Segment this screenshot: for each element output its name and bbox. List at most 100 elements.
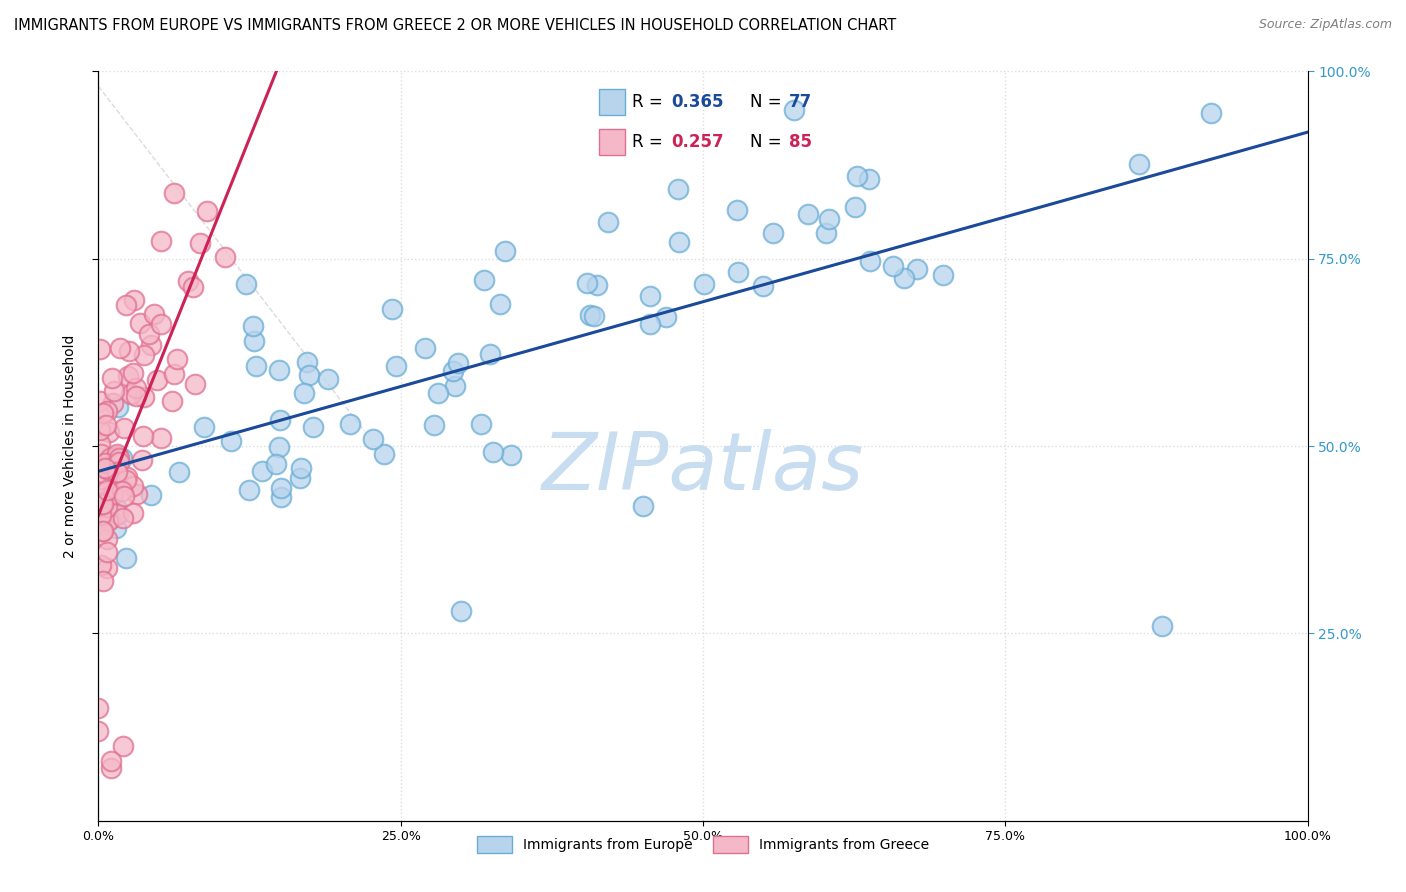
Point xyxy=(98,499,121,513)
Point xyxy=(640,318,662,332)
Point xyxy=(105,450,128,464)
Point xyxy=(450,604,472,618)
Text: Source: ZipAtlas.com: Source: ZipAtlas.com xyxy=(1258,18,1392,31)
Point xyxy=(167,466,190,480)
Point xyxy=(761,227,783,241)
Point xyxy=(115,551,138,566)
Point xyxy=(270,490,292,504)
Point xyxy=(482,444,505,458)
Point xyxy=(90,524,112,538)
Point xyxy=(89,436,111,450)
Point xyxy=(381,301,404,316)
Point xyxy=(105,521,128,535)
Point xyxy=(96,483,118,497)
Point xyxy=(115,470,138,484)
Point xyxy=(97,514,120,528)
Point xyxy=(190,235,212,250)
Point xyxy=(269,412,291,426)
Point xyxy=(108,341,131,355)
Point xyxy=(290,461,312,475)
Point xyxy=(105,465,128,479)
Point xyxy=(89,394,111,409)
Point xyxy=(245,359,267,373)
Point xyxy=(266,457,288,471)
Point xyxy=(907,261,929,276)
Point xyxy=(114,298,136,312)
Point xyxy=(150,234,173,248)
Point xyxy=(472,273,495,287)
Point xyxy=(693,277,716,292)
Point xyxy=(90,558,112,572)
Point xyxy=(89,342,111,356)
Point xyxy=(96,533,118,547)
Point xyxy=(91,524,114,538)
Point xyxy=(108,455,131,469)
Point xyxy=(139,338,162,352)
Point xyxy=(235,277,257,292)
Point xyxy=(297,355,319,369)
Point xyxy=(238,483,260,498)
Point xyxy=(1128,157,1150,171)
Point xyxy=(132,348,155,362)
Point xyxy=(668,182,690,196)
Point xyxy=(100,488,122,502)
Point xyxy=(166,352,188,367)
Point xyxy=(98,425,121,440)
Point xyxy=(142,307,165,321)
Point xyxy=(576,276,599,290)
Point xyxy=(132,429,155,443)
Point xyxy=(115,473,138,487)
Point xyxy=(269,363,291,377)
Point xyxy=(121,478,143,492)
Point xyxy=(725,203,748,218)
Point xyxy=(91,466,114,480)
Point xyxy=(488,296,510,310)
Point xyxy=(146,372,169,386)
Point xyxy=(219,434,242,449)
Point xyxy=(846,169,869,184)
Point xyxy=(98,451,121,466)
Point xyxy=(150,431,173,445)
Point xyxy=(441,364,464,378)
Point xyxy=(270,481,292,495)
Point xyxy=(89,472,111,486)
Point xyxy=(844,200,866,214)
Point xyxy=(105,502,128,516)
Point xyxy=(91,497,114,511)
Point xyxy=(585,277,607,292)
Point xyxy=(818,212,841,227)
Point xyxy=(107,400,129,414)
Point xyxy=(631,499,654,513)
Point xyxy=(501,448,523,462)
Point xyxy=(111,511,134,525)
Point xyxy=(112,421,135,435)
Point xyxy=(94,461,117,475)
Point xyxy=(582,309,605,323)
Point xyxy=(162,393,184,408)
Point xyxy=(107,507,129,521)
Legend: Immigrants from Europe, Immigrants from Greece: Immigrants from Europe, Immigrants from … xyxy=(471,830,935,859)
Point xyxy=(125,381,148,395)
Point xyxy=(96,403,118,417)
Point xyxy=(596,215,619,229)
Point xyxy=(638,289,661,303)
Point xyxy=(129,316,152,330)
Point xyxy=(932,268,955,282)
Point xyxy=(654,310,676,324)
Text: ZIPatlas: ZIPatlas xyxy=(541,429,865,508)
Point xyxy=(193,420,215,434)
Point xyxy=(90,446,112,460)
Y-axis label: 2 or more Vehicles in Household: 2 or more Vehicles in Household xyxy=(63,334,77,558)
Point xyxy=(149,318,172,332)
Point xyxy=(138,327,160,342)
Point xyxy=(90,508,112,522)
Point xyxy=(163,367,186,381)
Point xyxy=(668,235,690,250)
Point xyxy=(111,483,134,498)
Point xyxy=(214,250,236,264)
Point xyxy=(316,372,339,386)
Point xyxy=(443,379,465,393)
Point xyxy=(89,423,111,437)
Point xyxy=(797,207,820,221)
Point xyxy=(101,370,124,384)
